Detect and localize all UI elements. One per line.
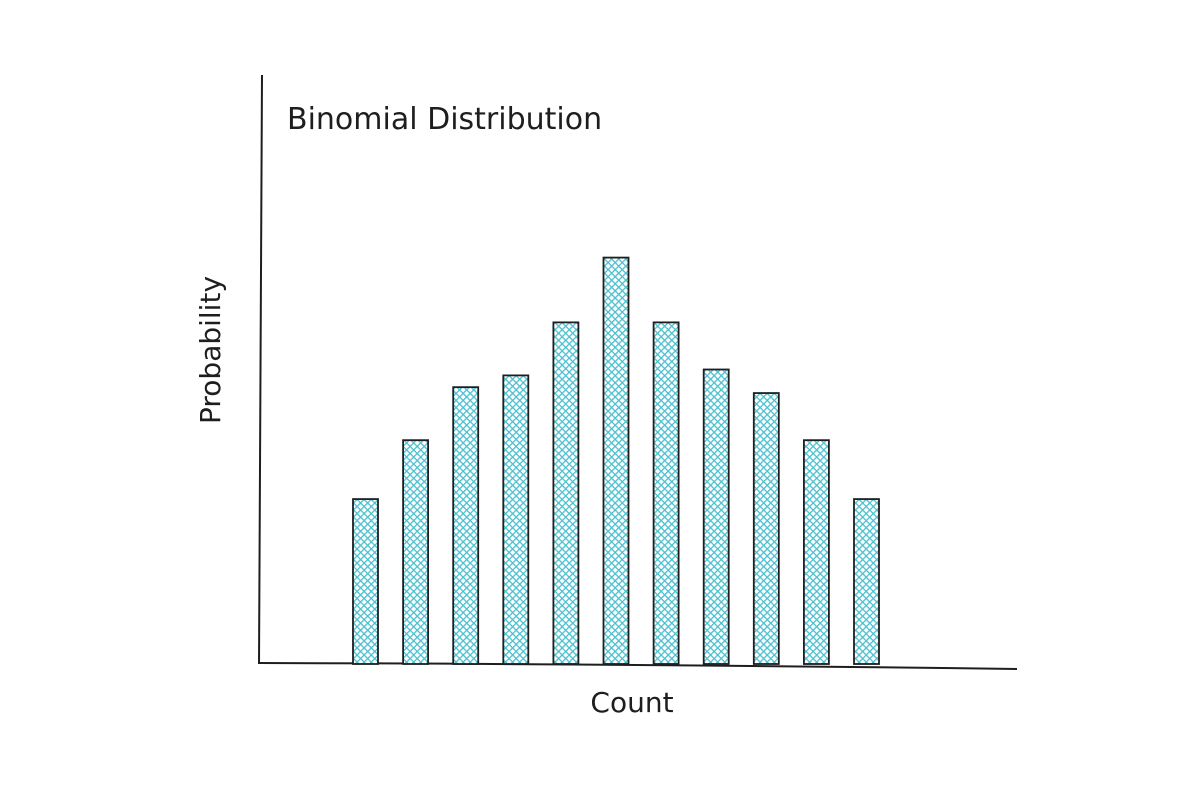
bar-1 [402, 439, 430, 665]
bar-5 [602, 256, 630, 665]
bar-3 [502, 374, 530, 665]
bar-4 [552, 321, 580, 665]
bar-9 [803, 439, 830, 665]
bar-10 [853, 498, 880, 665]
y-axis [258, 74, 263, 665]
x-axis-label: Count [590, 686, 673, 719]
bar-0 [352, 498, 379, 665]
y-axis-label: Probability [194, 276, 227, 424]
bar-7 [702, 368, 730, 665]
bar-2 [452, 386, 480, 665]
bar-8 [752, 392, 780, 665]
bar-6 [652, 321, 680, 665]
chart-title: Binomial Distribution [287, 102, 602, 137]
